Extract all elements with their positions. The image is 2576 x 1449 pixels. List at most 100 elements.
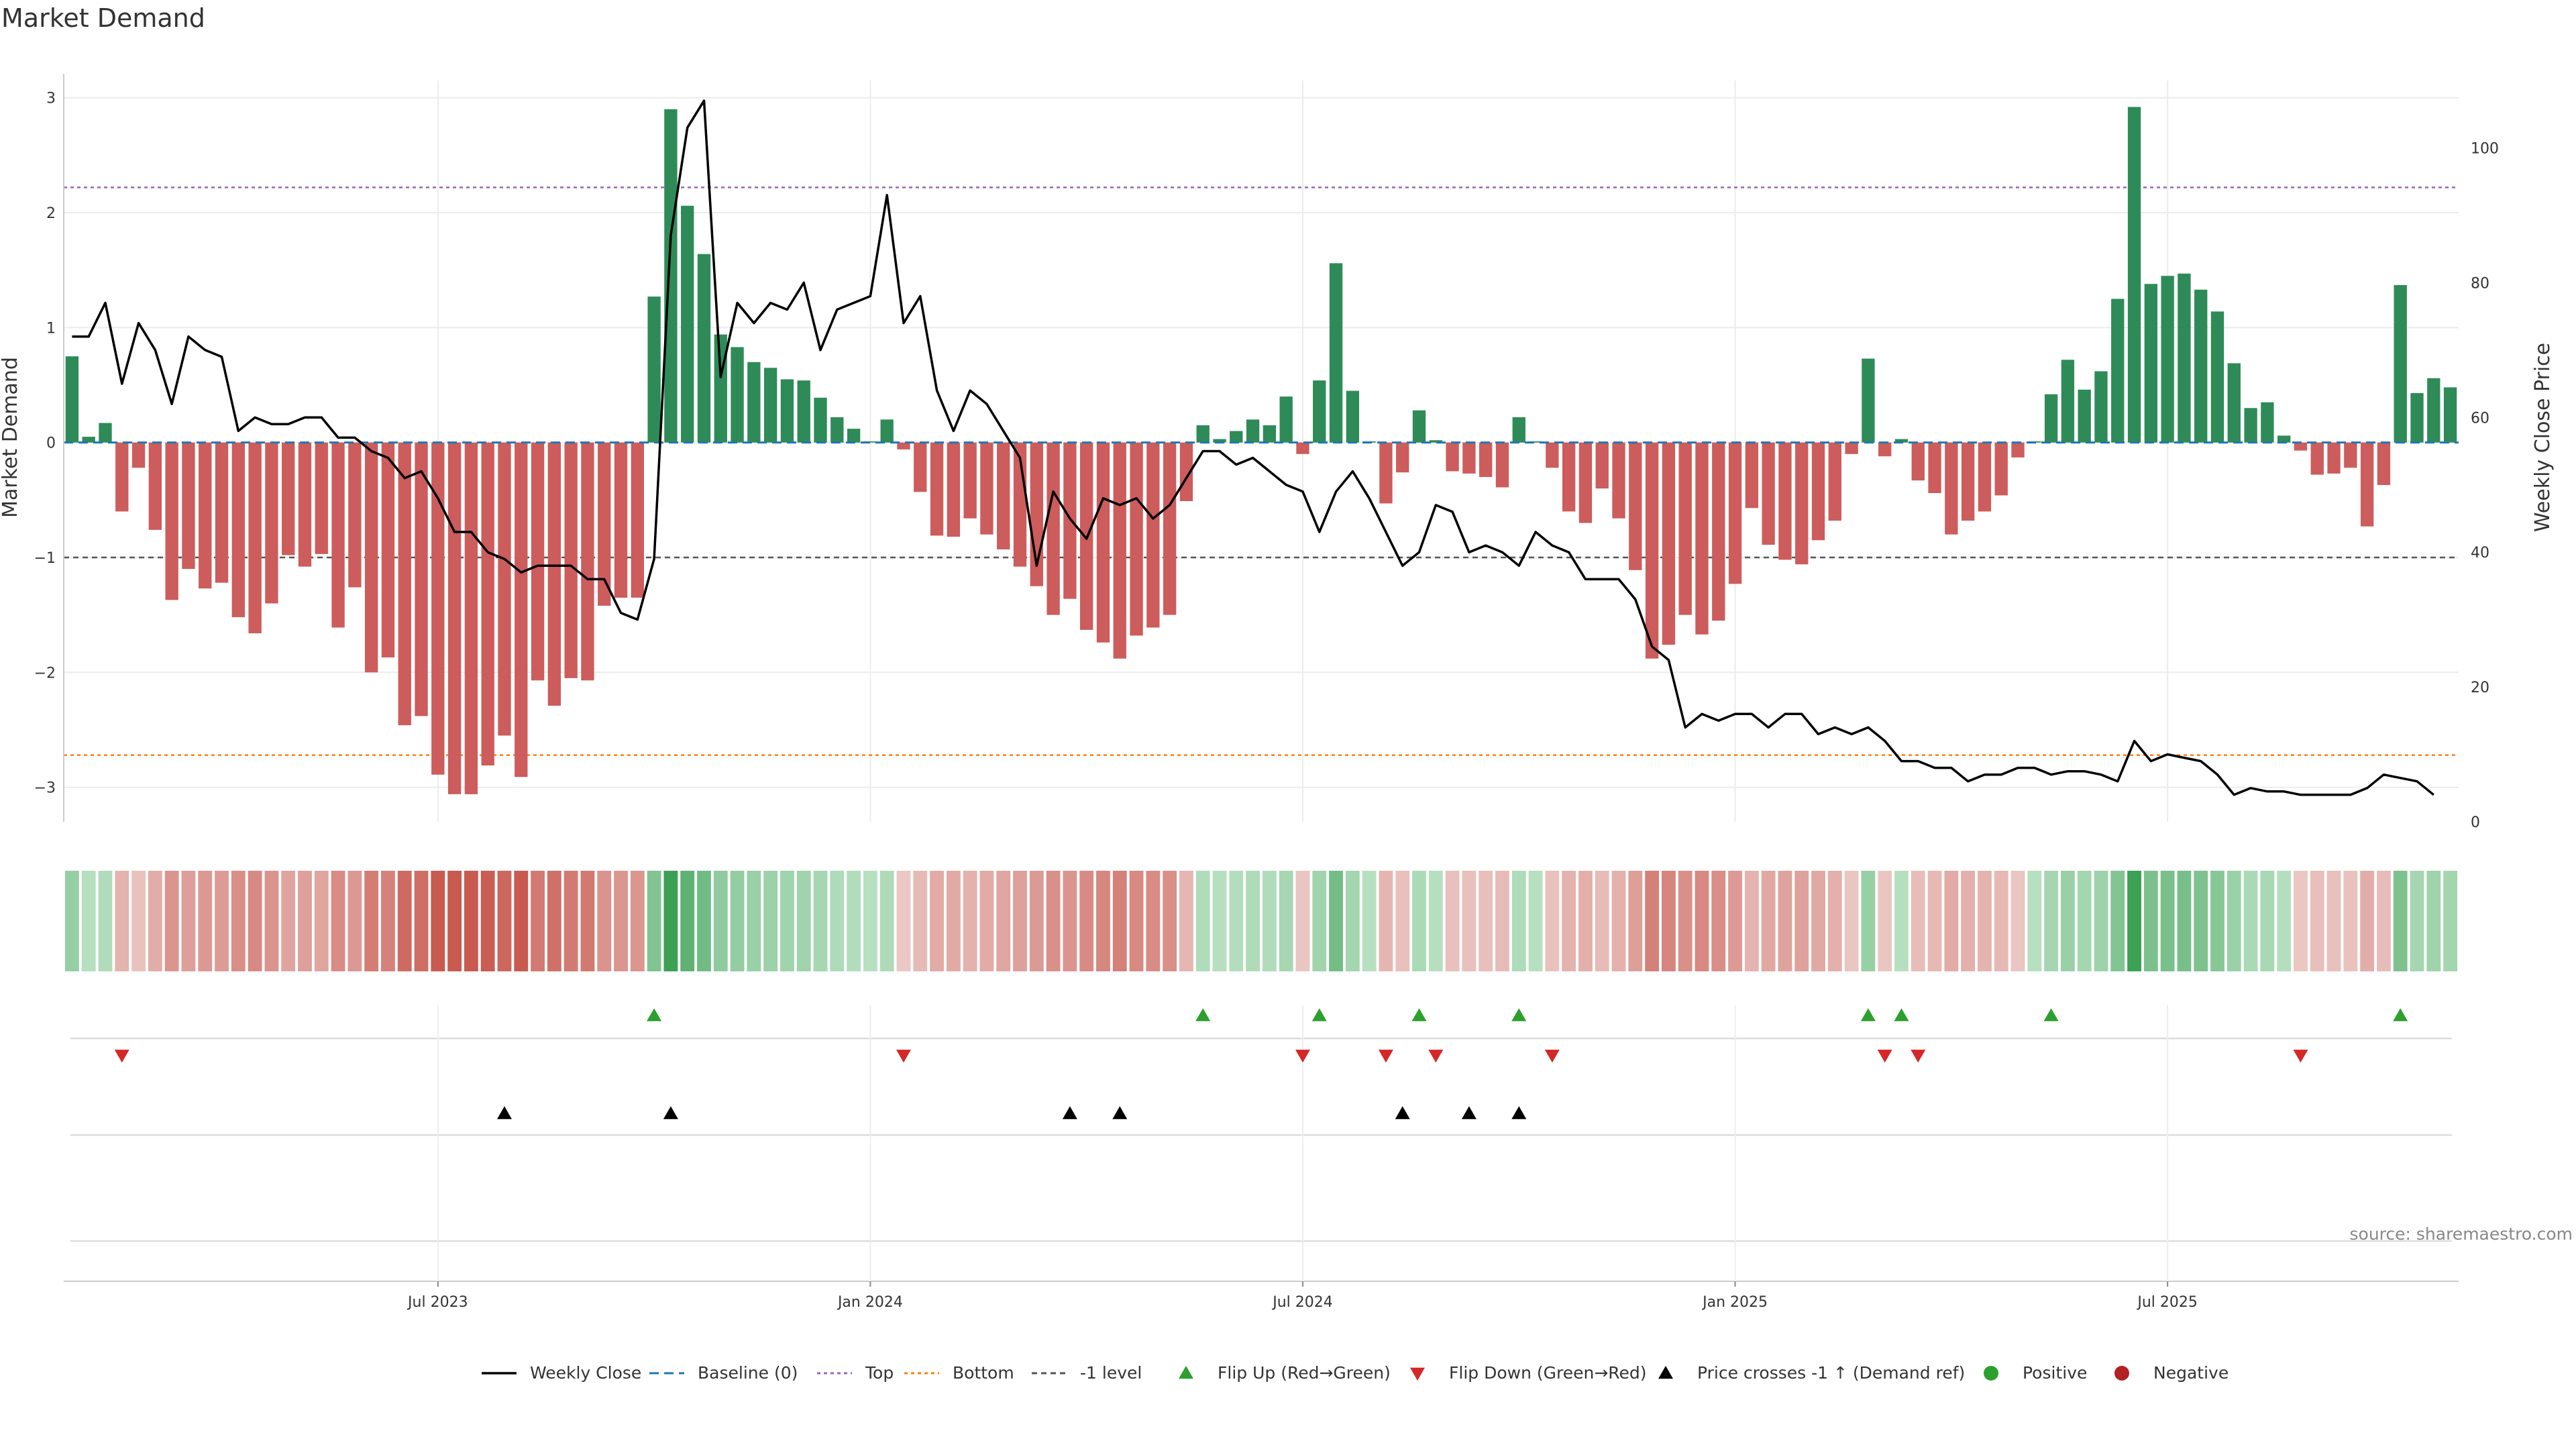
price-cross-markers: [496, 1106, 1527, 1120]
heatmap-cell: [514, 871, 529, 971]
demand-bar: [1961, 442, 1975, 521]
y-tick-label-left: −1: [34, 550, 56, 567]
heatmap-cell: [1329, 871, 1343, 971]
heatmap-cell: [1944, 871, 1959, 971]
heatmap-cell: [1445, 871, 1460, 971]
price-cross-marker: [1062, 1106, 1077, 1120]
heatmap-cell: [1511, 871, 1526, 971]
legend-label: Price crosses -1 ↑ (Demand ref): [1697, 1363, 1965, 1383]
demand-bar: [515, 442, 528, 777]
legend-item: Flip Down (Green→Red): [1410, 1363, 1647, 1383]
flip-down-marker: [1911, 1049, 1926, 1063]
demand-bar: [1263, 425, 1277, 443]
heatmap-cell: [1978, 871, 1992, 971]
heatmap-cell: [2110, 871, 2125, 971]
legend-label: Bottom: [953, 1363, 1014, 1383]
demand-bar: [1578, 442, 1593, 523]
demand-bar: [364, 442, 378, 673]
demand-bar: [265, 442, 278, 604]
demand-bar: [814, 397, 827, 443]
demand-bar: [2277, 435, 2291, 443]
demand-bar: [1911, 442, 1925, 481]
demand-bar: [1678, 442, 1692, 615]
demand-bar: [331, 442, 345, 628]
demand-bar: [1196, 425, 1210, 443]
heatmap-cell: [2260, 871, 2275, 971]
price-cross-marker: [1511, 1106, 1527, 1120]
heatmap-cell: [98, 871, 113, 971]
heatmap-cell: [1262, 871, 1277, 971]
heatmap-cell: [181, 871, 196, 971]
demand-bar: [431, 442, 445, 775]
demand-bar: [2011, 442, 2025, 458]
demand-bar: [1146, 442, 1160, 628]
demand-bar: [199, 442, 212, 589]
price-cross-marker: [1461, 1106, 1477, 1120]
legend-item: Bottom: [904, 1363, 1014, 1383]
demand-bar: [1130, 442, 1143, 636]
demand-bar: [1512, 417, 1525, 443]
heatmap-cell: [331, 871, 345, 971]
demand-bar: [2394, 284, 2407, 443]
demand-bar: [2294, 442, 2308, 451]
heatmap-cell: [1428, 871, 1443, 971]
heatmap-cell: [447, 871, 462, 971]
demand-bar: [1695, 442, 1709, 635]
heatmap-cell: [2277, 871, 2292, 971]
heatmap-cell: [1212, 871, 1227, 971]
heatmap-cell: [414, 871, 429, 971]
heatmap-cell: [2094, 871, 2108, 971]
heatmap-cell: [2143, 871, 2158, 971]
heatmap-cell: [314, 871, 329, 971]
demand-bar: [863, 441, 877, 443]
heatmap-cell: [1195, 871, 1210, 971]
demand-bar: [2377, 442, 2391, 486]
legend-label: Flip Down (Green→Red): [1449, 1363, 1647, 1383]
heatmap-cell: [630, 871, 645, 971]
demand-bar: [1230, 431, 1243, 443]
y-tick-label-left: −3: [34, 780, 56, 797]
demand-bar: [1446, 442, 1459, 472]
flip-up-marker: [1311, 1008, 1327, 1022]
y-axis-left: −3 −2 −1 0 1 2 3: [34, 74, 64, 822]
heatmap-cell: [564, 871, 578, 971]
demand-bar: [564, 442, 578, 678]
demand-bar: [1479, 442, 1493, 478]
heatmap-cell: [2210, 871, 2224, 971]
heatmap-cell: [2060, 871, 2075, 971]
price-line: [72, 99, 2434, 796]
heatmap-cell: [1794, 871, 1809, 971]
heatmap-cell: [64, 871, 79, 971]
y-tick-label-right: 0: [2471, 814, 2480, 831]
heatmap-cell: [1911, 871, 1925, 971]
demand-bar: [165, 442, 178, 600]
heatmap-cell: [1545, 871, 1560, 971]
heatmap-cell: [2226, 871, 2241, 971]
demand-bar: [1412, 410, 1426, 443]
demand-bar: [298, 442, 312, 567]
heatmap-cell: [1129, 871, 1144, 971]
y-tick-label-right: 80: [2471, 275, 2489, 292]
heatmap-cell: [713, 871, 728, 971]
demand-bar: [914, 442, 927, 492]
heatmap-cell: [863, 871, 877, 971]
y-axis-right: 0 20 40 60 80 100: [2471, 140, 2499, 831]
demand-bar: [1346, 390, 1360, 443]
heatmap-cell: [1029, 871, 1044, 971]
demand-bar: [481, 442, 494, 766]
heatmap-cell: [597, 871, 612, 971]
demand-bar: [797, 380, 810, 443]
flip-up-marker: [1894, 1008, 1909, 1022]
demand-bar: [714, 334, 727, 443]
flip-down-marker: [1378, 1049, 1393, 1063]
flip-down-marker: [1544, 1049, 1560, 1063]
y-tick-label-left: −2: [34, 665, 56, 682]
heatmap-cell: [1578, 871, 1593, 971]
heatmap-cell: [497, 871, 512, 971]
heatmap-cell: [2010, 871, 2025, 971]
x-tick-label: Jul 2024: [1271, 1294, 1333, 1311]
price-cross-marker: [663, 1106, 678, 1120]
heatmap-cell: [1761, 871, 1776, 971]
demand-bar: [1179, 442, 1193, 502]
heatmap-cell: [1528, 871, 1543, 971]
